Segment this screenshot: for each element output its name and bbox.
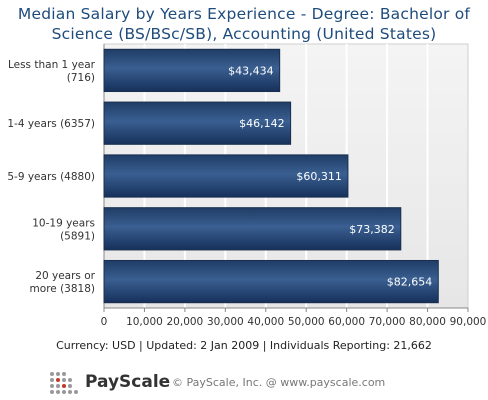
x-tick-label: 60,000 [328, 316, 365, 328]
x-tick-label: 20,000 [167, 316, 204, 328]
category-label: (716) [67, 72, 95, 84]
category-label: 10-19 years [32, 217, 95, 229]
category-label: 20 years or [35, 270, 95, 282]
bar-chart: 0 10,000 20,000 30,000 40,000 50,000 60,000 70,… [7, 43, 487, 328]
x-tick-label: 90,000 [450, 316, 487, 328]
x-tick-label: 70,000 [369, 316, 406, 328]
footer-info: Currency: USD | Updated: 2 Jan 2009 | In… [56, 339, 432, 352]
bar-value-label: $73,382 [349, 223, 395, 236]
category-label: more (3818) [30, 283, 95, 295]
x-tick-label: 30,000 [207, 316, 244, 328]
category-label: 5-9 years (4880) [7, 171, 95, 183]
x-tick-label: 10,000 [126, 316, 163, 328]
bar [103, 259, 439, 304]
brand-name: PayScale [85, 372, 171, 392]
x-tick-label: 80,000 [409, 316, 446, 328]
x-tick-label: 0 [101, 316, 108, 328]
chart-title-line-2: Science (BS/BSc/SB), Accounting (United … [51, 25, 437, 43]
bar [103, 101, 292, 145]
bar-value-label: $82,654 [387, 276, 433, 289]
x-tick-label: 40,000 [247, 316, 284, 328]
category-label: Less than 1 year [8, 59, 96, 71]
payscale-logo-icon [50, 372, 78, 394]
bar [103, 154, 349, 198]
x-tick-label: 50,000 [288, 316, 325, 328]
category-label: 1-4 years (6357) [7, 118, 95, 130]
chart-title: Median Salary by Years Experience - Degr… [0, 4, 488, 44]
chart-title-line-1: Median Salary by Years Experience - Degr… [17, 5, 471, 23]
bar [103, 207, 402, 251]
category-label: (5891) [60, 230, 95, 242]
bar [103, 48, 281, 93]
bar-value-label: $46,142 [239, 117, 285, 130]
copyright-text: © PayScale, Inc. @ www.payscale.com [172, 376, 386, 389]
bar-value-label: $43,434 [228, 64, 274, 77]
bar-value-label: $60,311 [296, 170, 342, 183]
